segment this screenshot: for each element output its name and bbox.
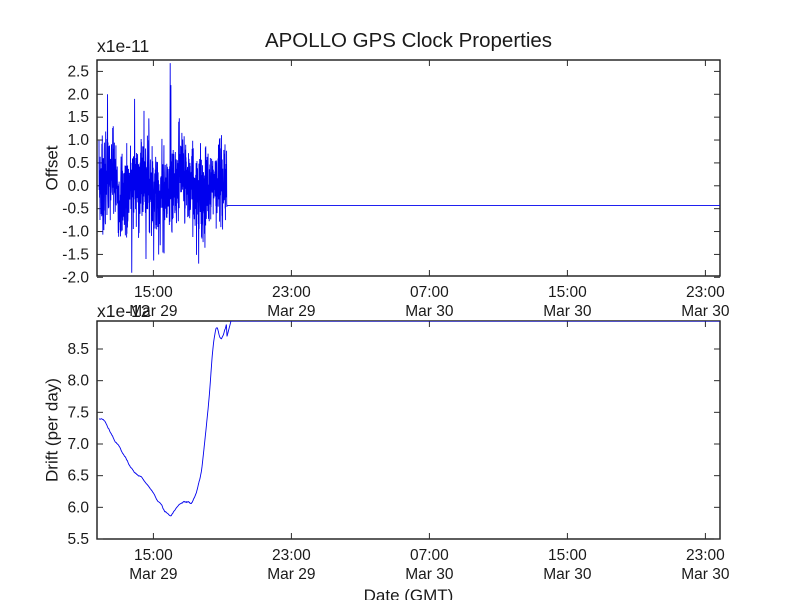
svg-text:Mar 30: Mar 30 xyxy=(543,303,592,320)
svg-text:1.5: 1.5 xyxy=(67,109,89,126)
svg-text:Mar 30: Mar 30 xyxy=(543,566,592,583)
svg-text:6.0: 6.0 xyxy=(67,499,89,516)
svg-text:Mar 29: Mar 29 xyxy=(267,566,315,583)
svg-text:0.0: 0.0 xyxy=(67,178,89,195)
svg-text:Mar 30: Mar 30 xyxy=(681,303,730,320)
svg-text:23:00: 23:00 xyxy=(272,547,311,564)
svg-text:-0.5: -0.5 xyxy=(62,201,89,218)
svg-text:0.5: 0.5 xyxy=(67,155,89,172)
svg-text:Mar 29: Mar 29 xyxy=(267,303,315,320)
svg-text:5.5: 5.5 xyxy=(67,531,89,548)
svg-text:-1.0: -1.0 xyxy=(62,224,89,241)
svg-text:2.5: 2.5 xyxy=(67,63,89,80)
svg-text:23:00: 23:00 xyxy=(272,284,311,301)
svg-text:x1e-12: x1e-12 xyxy=(97,301,151,321)
svg-text:7.5: 7.5 xyxy=(67,404,89,421)
svg-text:APOLLO GPS Clock Properties: APOLLO GPS Clock Properties xyxy=(265,29,552,52)
svg-text:2.0: 2.0 xyxy=(67,86,89,103)
svg-text:15:00: 15:00 xyxy=(134,547,173,564)
svg-text:Mar 30: Mar 30 xyxy=(405,566,454,583)
svg-text:-2.0: -2.0 xyxy=(62,269,89,286)
svg-text:23:00: 23:00 xyxy=(686,547,725,564)
svg-text:1.0: 1.0 xyxy=(67,132,89,149)
svg-text:15:00: 15:00 xyxy=(548,547,587,564)
svg-text:Mar 30: Mar 30 xyxy=(681,566,730,583)
svg-text:07:00: 07:00 xyxy=(410,284,449,301)
svg-text:Mar 29: Mar 29 xyxy=(129,566,177,583)
svg-text:Drift (per day): Drift (per day) xyxy=(43,378,62,482)
svg-text:8.0: 8.0 xyxy=(67,373,89,390)
svg-text:6.5: 6.5 xyxy=(67,468,89,485)
svg-text:15:00: 15:00 xyxy=(134,284,173,301)
svg-text:Mar 30: Mar 30 xyxy=(405,303,454,320)
svg-text:07:00: 07:00 xyxy=(410,547,449,564)
svg-text:x1e-11: x1e-11 xyxy=(97,36,149,56)
svg-text:-1.5: -1.5 xyxy=(62,246,89,263)
svg-text:23:00: 23:00 xyxy=(686,284,725,301)
svg-text:7.0: 7.0 xyxy=(67,436,89,453)
svg-text:8.5: 8.5 xyxy=(67,341,89,358)
svg-text:15:00: 15:00 xyxy=(548,284,587,301)
svg-text:Date (GMT): Date (GMT) xyxy=(364,586,454,600)
svg-text:Offset: Offset xyxy=(43,145,62,190)
